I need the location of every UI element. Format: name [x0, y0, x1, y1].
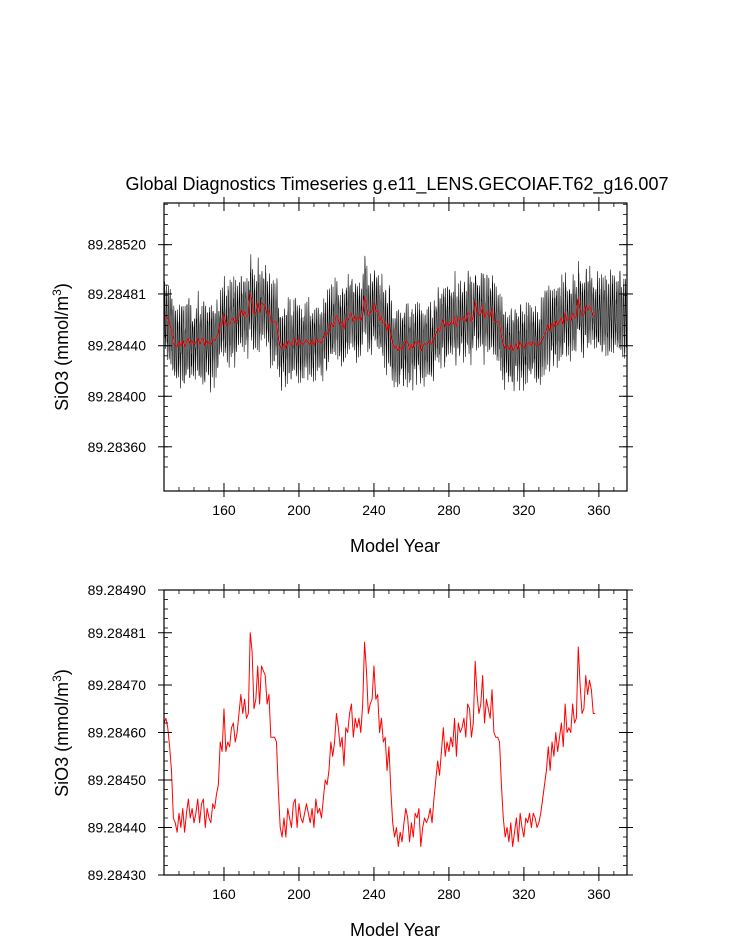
x-tick-label: 160: [212, 502, 236, 518]
y-tick-label: 89.28450: [88, 772, 147, 788]
x-tick-label: 160: [212, 886, 236, 902]
top-series-layer: [163, 254, 628, 393]
bottom-x-axis-title: Model Year: [350, 920, 440, 940]
x-tick-label: 320: [512, 502, 536, 518]
x-tick-label: 200: [287, 502, 311, 518]
x-tick-label: 200: [287, 886, 311, 902]
top-y-axis-title: SiO3 (mmol/m3): [50, 283, 72, 411]
top-panel: 160 200 240 280 320 360 89.28360 89.28400 89.284…: [50, 197, 633, 556]
chart-title: Global Diagnostics Timeseries g.e11_LENS…: [126, 174, 669, 195]
y-tick-label: 89.28470: [88, 677, 147, 693]
y-tick-label: 89.28490: [88, 582, 147, 598]
y-tick-label: 89.28481: [88, 286, 147, 302]
top-ticks: 160 200 240 280 320 360 89.28360 89.28400 89.284…: [88, 197, 633, 518]
annual-mean-line-top: [163, 293, 596, 352]
annual-mean-line: [163, 632, 596, 847]
bottom-series-layer: [163, 632, 596, 847]
y-tick-label: 89.28520: [88, 237, 147, 253]
x-tick-label: 240: [362, 502, 386, 518]
monthly-series-line: [163, 254, 628, 393]
x-tick-label: 360: [587, 886, 611, 902]
bottom-y-axis-title: SiO3 (mmol/m3): [50, 669, 72, 797]
y-tick-label: 89.28440: [88, 820, 147, 836]
y-tick-label: 89.28430: [88, 867, 147, 883]
top-x-axis-title: Model Year: [350, 536, 440, 556]
x-tick-label: 280: [437, 886, 461, 902]
x-tick-label: 280: [437, 502, 461, 518]
y-tick-label: 89.28460: [88, 725, 147, 741]
bottom-ticks: 160 200 240 280 320 360 89.28430 89.28440 89.284…: [88, 582, 633, 902]
x-tick-label: 360: [587, 502, 611, 518]
y-tick-label: 89.28481: [88, 625, 147, 641]
x-tick-label: 240: [362, 886, 386, 902]
y-tick-label: 89.28400: [88, 388, 147, 404]
x-tick-label: 320: [512, 886, 536, 902]
y-tick-label: 89.28440: [88, 338, 147, 354]
y-tick-label: 89.28360: [88, 439, 147, 455]
top-plot-frame: [163, 202, 628, 492]
bottom-panel: 160 200 240 280 320 360 89.28430 89.28440 89.284…: [50, 582, 633, 940]
